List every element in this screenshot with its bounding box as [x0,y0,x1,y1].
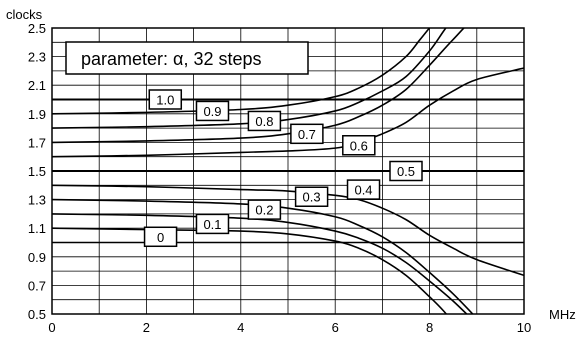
y-tick-label: 2.1 [28,78,46,93]
series-line-0.7 [52,28,465,144]
curve-label-text: 0.2 [255,203,273,218]
x-axis-unit: MHz [549,307,576,322]
curve-label-box [294,186,329,207]
curve-label-0.1: 0.1 [195,213,230,235]
curve-label-1.0: 1.0 [148,89,183,110]
x-tick-label: 2 [143,320,150,335]
curve-label-box [342,135,376,156]
x-tick-label: 10 [517,320,531,335]
y-tick-label: 1.1 [28,221,46,236]
curve-label-box [148,89,183,110]
y-tick-label: 1.5 [28,164,46,179]
parameter-annotation: parameter: α, 32 steps [65,41,309,75]
curve-label-0.4: 0.4 [346,179,381,200]
y-tick-label: 0.7 [28,278,46,293]
curve-label-text: 0.1 [203,217,221,232]
curve-label-text: 0 [157,230,164,245]
curve-label-0.2: 0.2 [247,199,282,220]
y-axis-unit: clocks [6,7,43,22]
curve-label-text: 1.0 [156,93,174,108]
curve-label-text: 0.3 [303,190,321,205]
y-tick-label: 0.5 [28,307,46,322]
curve-label-text: 0.7 [298,127,316,142]
y-tick-label: 2.5 [28,21,46,36]
y-tick-label: 0.9 [28,250,46,265]
curve-labels: 0 0.1 0.2 0.3 0.4 0.5 0.6 0.7 0.8 0.9 1.0 [143,89,423,248]
curve-label-box [195,100,230,122]
series-line-0.8 [52,28,447,129]
curve-label-text: 0.4 [354,183,372,198]
series-line-0.3 [52,198,474,314]
curve-label-0.9: 0.9 [195,100,230,122]
y-tick-label: 1.9 [28,107,46,122]
parameter-box [65,41,309,75]
curve-label-0.6: 0.6 [342,135,376,156]
curve-label-0.8: 0.8 [247,110,282,132]
curve-label-text: 0.9 [203,104,221,119]
curve-label-0.5: 0.5 [389,160,423,182]
x-tick-label: 6 [332,320,339,335]
curve-label-text: 0.5 [397,164,415,179]
y-tick-label: 1.3 [28,193,46,208]
plot-border [51,27,525,315]
series-line-0.4 [52,184,524,277]
y-tick-label: 2.3 [28,50,46,65]
curve-label-box [143,226,178,248]
curve-label-box [195,213,230,235]
x-tick-label: 0 [48,320,55,335]
plot-frame [51,27,525,315]
x-tick-label: 8 [426,320,433,335]
x-tick-label: 4 [237,320,244,335]
chart-curves [52,28,524,314]
series-line-0.1 [52,227,448,314]
curve-label-text: 0.6 [350,138,368,153]
curve-label-box [290,123,324,145]
curve-label-box [247,110,282,132]
curve-label-0.3: 0.3 [294,186,329,207]
series-line-0.2 [52,213,468,314]
series-line-0.9 [52,28,431,115]
curve-label-box [389,160,423,182]
curve-label-box [247,199,282,220]
y-tick-label: 1.7 [28,135,46,150]
curve-label-0: 0 [143,226,178,248]
axis-ticks: 0.5 0.7 0.9 1.1 1.3 1.5 1.7 1.9 2.1 2.3 2.5 0 2 4 6 8 10 [28,21,531,335]
curve-label-box [346,179,381,200]
curve-label-text: 0.8 [255,114,273,129]
curve-label-0.7: 0.7 [290,123,324,145]
parameter-text: parameter: α, 32 steps [81,49,262,69]
